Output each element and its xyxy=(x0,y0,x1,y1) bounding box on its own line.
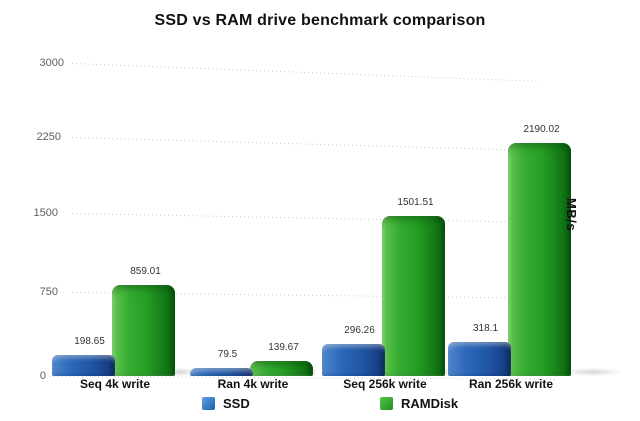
bar-ssd-0 xyxy=(52,355,115,376)
y-tick-label-3000: 3000 xyxy=(39,57,64,69)
value-label-ssd-3: 318.1 xyxy=(472,323,499,334)
ssd-color-swatch xyxy=(202,397,215,410)
value-label-ssd-2: 296.26 xyxy=(344,325,375,336)
value-label-ssd-0: 198.65 xyxy=(74,336,105,347)
category-label-3: Ran 256k write xyxy=(468,377,554,391)
gridline-2250 xyxy=(71,137,550,152)
bar-ssd-2 xyxy=(322,344,385,376)
value-label-ramdisk-3: 2190.02 xyxy=(523,124,560,135)
bar-ramdisk-0 xyxy=(112,285,175,376)
bar-shadow-3 xyxy=(559,366,640,378)
legend-label-ssd: SSD xyxy=(223,396,250,411)
bar-ssd-3 xyxy=(448,342,511,376)
value-label-ramdisk-1: 139.67 xyxy=(268,342,299,353)
y-tick-label-2250: 2250 xyxy=(36,131,61,143)
chart-title: SSD vs RAM drive benchmark comparison xyxy=(154,12,486,29)
legend-label-ramdisk: RAMDisk xyxy=(401,396,459,411)
bar-ramdisk-3 xyxy=(508,143,571,376)
bar-ssd-1 xyxy=(190,368,253,376)
gridline-1500 xyxy=(71,213,552,224)
legend: SSD RAMDisk xyxy=(0,396,640,414)
bar-ramdisk-2 xyxy=(382,216,445,376)
category-label-1: Ran 4k write xyxy=(217,377,289,391)
value-label-ssd-1: 79.5 xyxy=(217,349,238,360)
ramdisk-color-swatch xyxy=(380,397,393,410)
gridline-3000 xyxy=(71,63,540,82)
value-label-ramdisk-2: 1501.51 xyxy=(397,197,434,208)
category-label-0: Seq 4k write xyxy=(79,377,151,391)
y-tick-label-750: 750 xyxy=(39,286,58,298)
y-tick-label-1500: 1500 xyxy=(33,207,58,219)
y-axis-unit-label: MB/s xyxy=(564,198,579,232)
legend-item-ssd: SSD xyxy=(202,396,250,411)
legend-item-ramdisk: RAMDisk xyxy=(380,396,458,411)
value-label-ramdisk-0: 859.01 xyxy=(130,266,161,277)
bar-ramdisk-1 xyxy=(250,361,313,376)
y-tick-label-0: 0 xyxy=(39,370,46,382)
category-label-2: Seq 256k write xyxy=(343,377,427,391)
